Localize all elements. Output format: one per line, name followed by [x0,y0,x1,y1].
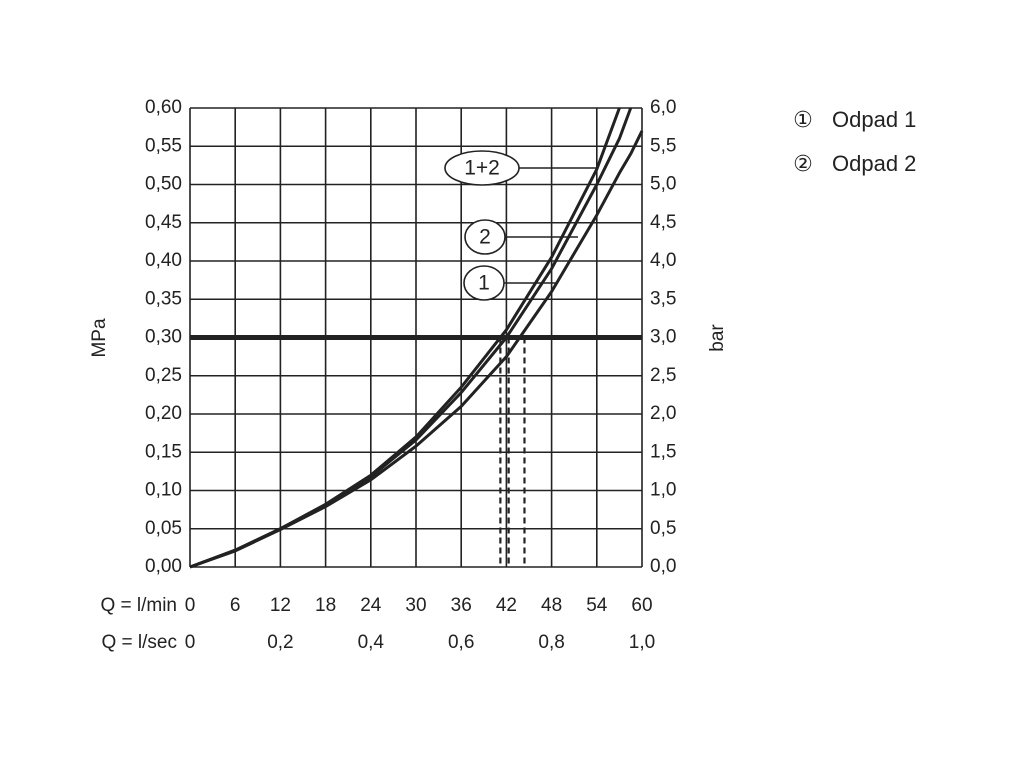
y-tick-label: 0,45 [145,212,182,233]
y-axis-label: MPa [89,318,110,358]
y-tick-label: 0,00 [145,556,182,577]
y2-tick-label: 5,5 [650,135,676,156]
label-bubble [463,265,505,301]
x2-tick-label: 0,2 [267,632,293,653]
x2-axis-label: Q = l/sec [102,632,178,653]
y2-tick-label: 3,5 [650,288,676,309]
x-axis-label: Q = l/min [100,595,177,616]
y-tick-label: 0,20 [145,403,182,424]
x2-tick-label: 0 [185,632,196,653]
y-tick-label: 0,40 [145,250,182,271]
x2-tick-label: 1,0 [629,632,655,653]
x-tick-label: 54 [586,595,608,616]
x-tick-label: 30 [405,595,426,616]
x-tick-label: 0 [185,595,196,616]
y-tick-label: 0,10 [145,480,182,501]
curve [189,130,644,569]
x2-tick-label: 0,8 [538,632,564,653]
y2-tick-label: 6,0 [650,97,676,118]
y2-tick-label: 2,5 [650,365,676,386]
series-label: 1+2 [464,157,500,180]
legend-label: Odpad 2 [832,151,916,176]
x2-tick-label: 0,6 [448,632,474,653]
x-tick-label: 48 [541,595,562,616]
y-tick-label: 0,50 [145,174,182,195]
y-tick-label: 0,15 [145,441,182,462]
y2-tick-label: 3,0 [650,327,676,348]
series-label: 2 [479,226,491,249]
y-tick-label: 0,55 [145,135,182,156]
y2-tick-label: 4,0 [650,250,676,271]
x-tick-label: 36 [451,595,472,616]
legend-label: Odpad 1 [832,107,916,132]
x-tick-label: 6 [230,595,241,616]
x-tick-label: 12 [270,595,291,616]
x-tick-label: 42 [496,595,517,616]
y-tick-label: 0,05 [145,518,182,539]
y2-tick-label: 0,0 [650,556,676,577]
y2-tick-label: 2,0 [650,403,676,424]
y-tick-label: 0,60 [145,97,182,118]
y2-tick-label: 5,0 [650,174,676,195]
x-tick-label: 60 [631,595,652,616]
legend-symbol: ① [793,107,813,132]
y2-tick-label: 0,5 [650,518,676,539]
series-label: 1 [478,272,490,295]
label-bubble [444,150,520,186]
y2-tick-label: 1,0 [650,480,676,501]
legend-symbol: ② [793,151,813,176]
x-tick-label: 24 [360,595,382,616]
label-bubble [464,219,506,255]
y2-tick-label: 1,5 [650,441,676,462]
y-tick-label: 0,25 [145,365,182,386]
y2-axis-label: bar [707,324,728,352]
y-tick-label: 0,30 [145,327,182,348]
y2-tick-label: 4,5 [650,212,676,233]
y-tick-label: 0,35 [145,288,182,309]
x-tick-label: 18 [315,595,336,616]
x2-tick-label: 0,4 [358,632,385,653]
